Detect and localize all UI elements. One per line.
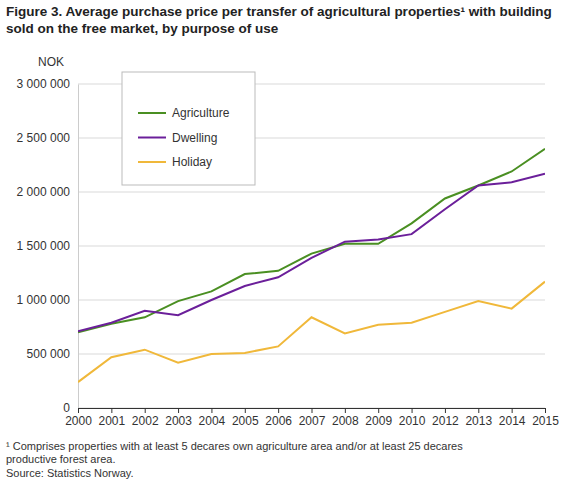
x-tick: 2014 [499, 408, 526, 428]
x-tick-mark [145, 408, 146, 413]
x-tick-label: 2013 [465, 414, 492, 428]
legend-label: Dwelling [172, 131, 217, 145]
x-tick: 2009 [365, 408, 392, 428]
y-axis: 0500 0001 000 0001 500 0002 000 0002 500… [17, 77, 79, 415]
legend-swatch [138, 161, 166, 163]
x-tick-mark [312, 408, 313, 413]
x-tick-label: 2010 [399, 414, 426, 428]
x-tick-mark [278, 408, 279, 413]
x-tick-mark [345, 408, 346, 413]
legend-label: Holiday [172, 155, 212, 169]
series-line [78, 282, 545, 382]
legend-box [122, 72, 255, 185]
x-tick-label: 2004 [199, 414, 226, 428]
y-tick: 1 000 000 [17, 293, 78, 307]
y-tick: 3 000 000 [17, 77, 78, 91]
x-tick-label: 2000 [65, 414, 92, 428]
x-tick-label: 2014 [499, 414, 526, 428]
x-tick-label: 2009 [365, 414, 392, 428]
x-tick-label: 2007 [299, 414, 326, 428]
x-tick-mark [111, 408, 112, 413]
x-tick: 2002 [132, 408, 159, 428]
legend-swatch [138, 112, 166, 114]
x-tick-mark [445, 408, 446, 413]
x-tick-mark [211, 408, 212, 413]
y-tick-label: 1 000 000 [17, 293, 71, 307]
x-tick: 2006 [265, 408, 292, 428]
x-tick: 2012 [432, 408, 459, 428]
y-tick: 500 000 [27, 347, 78, 361]
footnote-line: ¹ Comprises properties with at least 5 d… [6, 440, 463, 452]
x-tick-mark [178, 408, 179, 413]
footnote: ¹ Comprises properties with at least 5 d… [6, 440, 463, 465]
legend-swatch [138, 137, 166, 139]
x-tick-mark [78, 408, 79, 413]
y-axis-label: NOK [38, 55, 64, 69]
x-tick: 2015 [532, 408, 559, 428]
y-tick: 2 000 000 [17, 185, 78, 199]
x-tick-label: 2015 [532, 414, 559, 428]
x-tick-label: 2005 [232, 414, 259, 428]
x-tick: 2004 [199, 408, 226, 428]
x-tick: 2001 [99, 408, 126, 428]
legend: Agriculture Dwelling Holiday [122, 72, 255, 185]
y-tick-label: 1 500 000 [17, 239, 71, 253]
x-tick-mark [378, 408, 379, 413]
y-axis-line [78, 85, 79, 409]
y-tick: 1 500 000 [17, 239, 78, 253]
y-tick: 2 500 000 [17, 131, 78, 145]
x-tick-mark [412, 408, 413, 413]
x-tick-mark [512, 408, 513, 413]
x-tick: 2007 [299, 408, 326, 428]
grid-line [78, 138, 545, 139]
series-line [78, 174, 545, 332]
y-tick-label: 2 500 000 [17, 131, 71, 145]
x-tick-label: 2006 [265, 414, 292, 428]
x-axis: 2000 2001 2002 2003 2004 2005 2006 2007 2008 2009… [65, 408, 559, 428]
x-tick-label: 2002 [132, 414, 159, 428]
footnote-line: productive forest area. [6, 453, 115, 465]
x-tick: 2010 [399, 408, 426, 428]
x-tick-label: 2008 [332, 414, 359, 428]
x-tick: 2005 [232, 408, 259, 428]
y-tick-label: 3 000 000 [17, 77, 71, 91]
x-tick-mark [245, 408, 246, 413]
grid-line [78, 300, 545, 301]
title-line: sold on the free market, by purpose of u… [6, 21, 279, 36]
x-tick: 2013 [465, 408, 492, 428]
y-tick-label: 500 000 [27, 347, 71, 361]
legend-label: Agriculture [172, 106, 230, 120]
x-tick-label: 2012 [432, 414, 459, 428]
x-tick: 2003 [165, 408, 192, 428]
title: Figure 3. Average purchase price per tra… [6, 4, 552, 36]
x-tick: 2000 [65, 408, 92, 428]
x-tick-mark [478, 408, 479, 413]
x-tick: 2008 [332, 408, 359, 428]
source: Source: Statistics Norway. [6, 467, 134, 479]
grid-line [78, 354, 545, 355]
x-tick-label: 2003 [165, 414, 192, 428]
grid-line [78, 246, 545, 247]
y-tick-label: 2 000 000 [17, 185, 71, 199]
grid-line [78, 192, 545, 193]
x-tick-label: 2001 [99, 414, 126, 428]
x-tick-mark [545, 408, 546, 413]
title-line: Figure 3. Average purchase price per tra… [6, 4, 552, 19]
chart: Figure 3. Average purchase price per tra… [0, 0, 568, 482]
